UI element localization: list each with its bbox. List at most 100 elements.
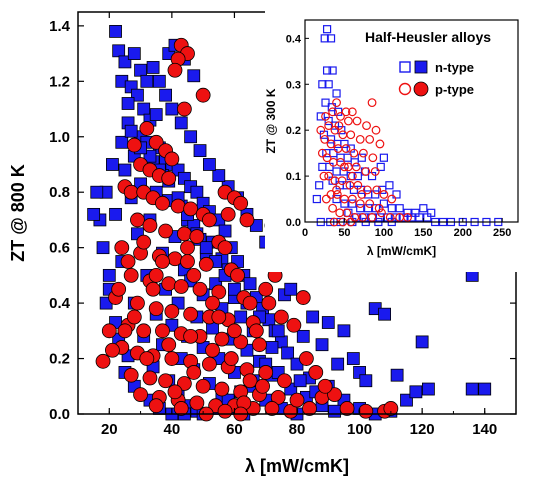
main-point-p-type-116	[220, 206, 236, 222]
inset-point-n-type-11	[316, 112, 325, 121]
main-point-p-type-115	[233, 195, 249, 211]
main-point-p-type-23	[201, 212, 217, 228]
inset-x-ticks: 0 50 100 150 200 250	[302, 218, 511, 239]
main-point-n-type-163	[102, 268, 116, 282]
main-point-p-type-25	[142, 218, 158, 233]
main-point-p-type-5	[176, 101, 192, 117]
main-point-p-type-141	[148, 398, 164, 414]
inset-y-axis-label: ZT @ 300 K	[264, 88, 278, 153]
main-point-p-type-128	[126, 309, 142, 325]
inset-point-p-type-35	[362, 185, 372, 195]
main-point-p-type-127	[120, 254, 136, 269]
inset-point-p-type-9	[324, 121, 334, 130]
inset-point-n-type-2	[326, 34, 336, 43]
main-point-p-type-48	[130, 295, 145, 311]
main-point-p-type-28	[189, 229, 205, 244]
main-point-p-type-107	[295, 290, 311, 305]
main-y-tick-label-2: 0.4	[49, 295, 71, 312]
main-point-n-type-112	[409, 385, 423, 399]
main-point-n-type-113	[415, 335, 429, 349]
inset-x-tick-label-4: 200	[454, 227, 472, 239]
inset-point-p-type-38	[332, 190, 342, 199]
inset-point-p-type-32	[337, 176, 347, 186]
inset-point-n-type-4	[328, 66, 337, 75]
main-point-n-type-158	[106, 158, 119, 171]
main-point-n-type-35	[218, 224, 232, 238]
main-point-p-type-82	[133, 387, 148, 402]
main-y-tick-label-5: 1.0	[49, 129, 70, 146]
inset-point-p-type-56	[317, 148, 327, 158]
inset-legend-label-p-type: p-type	[435, 82, 474, 97]
main-point-n-type-0	[109, 25, 122, 38]
main-y-axis-label: ZT @ 800 K	[8, 164, 28, 262]
main-point-p-type-144	[217, 403, 233, 419]
inset-y-tick-label-1: 0.1	[286, 171, 301, 183]
main-point-p-type-95	[383, 401, 399, 416]
main-point-p-type-123	[211, 309, 227, 325]
inset-legend-filled-marker-p-type	[413, 81, 429, 97]
inset-point-n-type-51	[371, 204, 381, 213]
inset-point-p-type-36	[372, 185, 382, 195]
main-point-n-type-179	[271, 324, 285, 338]
main-point-n-type-140	[212, 169, 226, 182]
inset-y-tick-label-2: 0.2	[286, 125, 301, 137]
main-point-p-type-122	[205, 295, 220, 311]
main-point-p-type-6	[139, 121, 155, 136]
inset-y-tick-label-0: 0.0	[286, 217, 301, 229]
main-point-p-type-134	[161, 337, 177, 353]
main-point-p-type-60	[214, 331, 230, 347]
inset-point-p-type-14	[365, 134, 375, 144]
main-point-p-type-62	[252, 337, 267, 353]
main-point-p-type-35	[180, 254, 195, 269]
inset-point-p-type-0	[332, 98, 341, 108]
main-point-n-type-1	[112, 44, 126, 58]
inset-point-n-type-78	[312, 194, 321, 204]
main-point-p-type-112	[317, 378, 333, 394]
main-point-p-type-7	[148, 134, 164, 150]
inset-point-n-type-50	[364, 204, 373, 213]
inset-point-n-type-0	[322, 25, 332, 34]
inset-point-p-type-17	[326, 139, 336, 149]
main-point-p-type-14	[161, 170, 177, 186]
main-point-p-type-4	[195, 87, 211, 103]
main-point-n-type-125	[284, 282, 298, 296]
main-x-tick-label-0: 20	[101, 421, 118, 438]
main-point-p-type-138	[242, 373, 258, 389]
main-point-p-type-120	[180, 240, 195, 256]
main-point-p-type-68	[201, 356, 217, 372]
inset-plot-frame	[304, 19, 519, 223]
main-point-p-type-117	[239, 212, 255, 228]
main-point-p-type-129	[111, 281, 127, 297]
main-point-n-type-157	[115, 135, 129, 149]
inset-point-p-type-54	[321, 194, 331, 204]
main-point-n-type-152	[187, 69, 201, 83]
main-point-p-type-126	[145, 281, 161, 297]
main-point-p-type-44	[211, 284, 227, 300]
main-point-p-type-97	[327, 387, 342, 402]
main-point-p-type-43	[192, 281, 208, 297]
inset-point-n-type-47	[340, 199, 349, 208]
main-point-n-type-185	[199, 241, 213, 255]
main-x-tick-label-3: 80	[289, 421, 306, 438]
main-point-p-type-57	[155, 323, 170, 339]
inset-point-p-type-43	[374, 203, 384, 213]
main-point-p-type-39	[123, 267, 139, 283]
main-point-p-type-135	[183, 328, 199, 344]
main-point-p-type-81	[270, 389, 286, 405]
inset-point-n-type-13	[330, 121, 340, 130]
main-point-p-type-89	[264, 401, 280, 416]
main-point-p-type-19	[155, 195, 170, 211]
inset-point-p-type-58	[321, 112, 330, 121]
inset-point-n-type-5	[318, 80, 327, 89]
inset-point-p-type-49	[367, 213, 377, 222]
main-point-p-type-34	[167, 251, 183, 267]
main-point-p-type-8	[126, 137, 142, 153]
main-point-p-type-27	[176, 226, 192, 242]
inset-point-n-type-24	[350, 158, 359, 167]
inset-point-n-type-63	[399, 213, 408, 222]
main-point-n-type-193	[124, 124, 138, 138]
main-point-p-type-61	[233, 334, 249, 350]
inset-point-p-type-59	[328, 107, 338, 117]
main-point-p-type-77	[195, 378, 211, 394]
